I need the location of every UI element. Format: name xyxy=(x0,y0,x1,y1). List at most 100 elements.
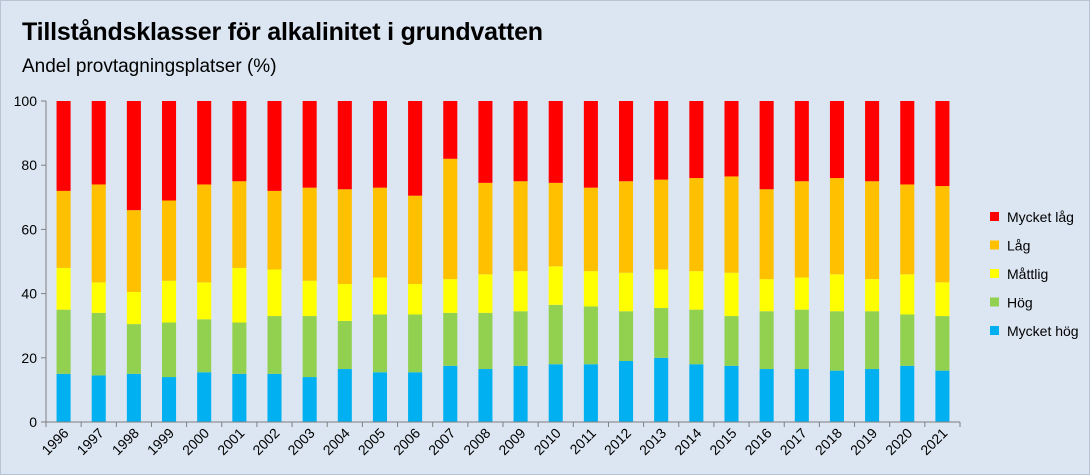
bar-segment-2002-hög xyxy=(267,316,282,374)
legend-swatch xyxy=(990,326,999,335)
bar-segment-2011-hög xyxy=(583,306,598,365)
bar-segment-2003-mycket-låg xyxy=(302,101,317,188)
bar-segment-2020-måttlig xyxy=(900,274,915,315)
bar-segment-2002-mycket-hög xyxy=(267,373,282,422)
bar-segment-2005-mycket-hög xyxy=(372,372,387,422)
bar-segment-2000-mycket-hög xyxy=(197,372,212,422)
bar-segment-2020-mycket-låg xyxy=(900,101,915,185)
bar-segment-2013-mycket-låg xyxy=(654,101,669,180)
x-tick-label: 1999 xyxy=(144,425,177,458)
bar-segment-2019-låg xyxy=(865,181,880,280)
bar-segment-2007-låg xyxy=(443,158,458,280)
bar-segment-2020-hög xyxy=(900,314,915,366)
bar-segment-2007-hög xyxy=(443,312,458,366)
bar-segment-2005-mycket-låg xyxy=(372,101,387,188)
bar-segment-1999-låg xyxy=(162,200,177,281)
bar-segment-2015-hög xyxy=(724,316,739,366)
legend: Mycket låg Låg Måttlig Hög Mycket hög xyxy=(990,209,1079,339)
y-tick-label: 20 xyxy=(21,350,37,366)
bar-segment-2003-låg xyxy=(302,187,317,281)
bar-segment-2014-måttlig xyxy=(689,271,704,310)
bar-segment-2000-mycket-låg xyxy=(197,101,212,185)
bar-segment-2006-mycket-hög xyxy=(408,372,423,422)
x-tick-label: 2015 xyxy=(706,425,739,458)
bar-segment-2001-mycket-låg xyxy=(232,101,247,182)
x-tick-label: 2017 xyxy=(777,425,810,458)
x-tick-label: 2021 xyxy=(917,425,950,458)
legend-label: Mycket låg xyxy=(1007,209,1074,225)
bar-segment-2017-hög xyxy=(794,309,809,370)
bar-segment-1998-måttlig xyxy=(126,292,141,325)
bar-segment-1999-måttlig xyxy=(162,280,177,323)
bar-segment-2016-måttlig xyxy=(759,279,774,312)
bar-segment-2008-mycket-låg xyxy=(478,101,493,183)
bar-segment-1996-måttlig xyxy=(56,267,71,310)
bar-segment-2010-mycket-hög xyxy=(548,364,563,422)
bar-segment-2017-mycket-låg xyxy=(794,101,809,182)
legend-label: Mycket hög xyxy=(1007,323,1079,339)
bar-segment-2010-låg xyxy=(548,182,563,267)
bar-segment-2017-måttlig xyxy=(794,277,809,310)
bar-segment-2013-låg xyxy=(654,179,669,270)
bar-segment-2015-måttlig xyxy=(724,272,739,317)
legend-label: Låg xyxy=(1007,238,1030,254)
bar-segment-2001-måttlig xyxy=(232,267,247,323)
bar-segment-1998-mycket-hög xyxy=(126,373,141,422)
bar-segment-2015-låg xyxy=(724,176,739,273)
y-tick-label: 100 xyxy=(14,93,38,109)
bar-segment-2009-mycket-hög xyxy=(513,365,528,422)
bar-segment-2007-mycket-hög xyxy=(443,365,458,422)
bar-segment-2007-mycket-låg xyxy=(443,101,458,159)
bar-segment-2010-mycket-låg xyxy=(548,101,563,183)
bar-segment-2001-hög xyxy=(232,322,247,374)
x-tick-label: 2016 xyxy=(741,425,774,458)
bar-segment-1999-mycket-låg xyxy=(162,101,177,201)
bar-segment-2014-låg xyxy=(689,178,704,272)
bar-segment-2000-låg xyxy=(197,184,212,283)
bar-segment-2016-låg xyxy=(759,189,774,280)
y-tick-label: 60 xyxy=(21,221,37,237)
bar-segment-2017-mycket-hög xyxy=(794,369,809,422)
bar-segment-2003-mycket-hög xyxy=(302,377,317,422)
bar-segment-2010-måttlig xyxy=(548,266,563,305)
bar-segment-1996-mycket-låg xyxy=(56,101,71,191)
x-tick-label: 2011 xyxy=(566,425,599,458)
bar-segment-2013-hög xyxy=(654,308,669,358)
legend-swatch xyxy=(990,240,999,250)
chart-subtitle: Andel provtagningsplatser (%) xyxy=(22,56,277,77)
bar-segment-2016-mycket-hög xyxy=(759,369,774,422)
bar-segment-2018-mycket-hög xyxy=(829,370,844,422)
bar-segment-2021-måttlig xyxy=(935,282,950,317)
bar-segment-2019-hög xyxy=(865,311,880,370)
bar-segment-2012-hög xyxy=(619,311,634,361)
bar-segment-1997-mycket-låg xyxy=(91,101,106,185)
x-tick-label: 2006 xyxy=(390,425,423,458)
bar-segment-2002-mycket-låg xyxy=(267,101,282,191)
legend-swatch xyxy=(990,269,999,278)
bar-segment-2009-låg xyxy=(513,181,528,272)
bar-segment-2013-måttlig xyxy=(654,269,669,309)
x-tick-label: 2004 xyxy=(320,425,353,458)
bar-segment-2018-låg xyxy=(829,178,844,275)
bars-group xyxy=(56,101,950,422)
bar-segment-2008-hög xyxy=(478,312,493,370)
bar-segment-2021-mycket-hög xyxy=(935,370,950,422)
bar-segment-2012-låg xyxy=(619,181,634,273)
bar-segment-2015-mycket-låg xyxy=(724,101,739,177)
bar-segment-1998-hög xyxy=(126,324,141,374)
bar-segment-2008-måttlig xyxy=(478,274,493,313)
x-tick-label: 1996 xyxy=(38,425,71,458)
bar-segment-2010-hög xyxy=(548,304,563,365)
bar-segment-2004-hög xyxy=(337,320,352,370)
bar-segment-2000-hög xyxy=(197,319,212,373)
x-tick-label: 2005 xyxy=(355,425,388,458)
bar-segment-2001-mycket-hög xyxy=(232,373,247,422)
legend-swatch xyxy=(990,297,999,307)
bar-segment-2000-måttlig xyxy=(197,282,212,320)
bar-segment-1997-mycket-hög xyxy=(91,375,106,422)
legend-swatch xyxy=(990,212,999,221)
x-tick-label: 1998 xyxy=(109,425,142,458)
x-tick-label: 2008 xyxy=(460,425,493,458)
bar-segment-2004-låg xyxy=(337,189,352,284)
